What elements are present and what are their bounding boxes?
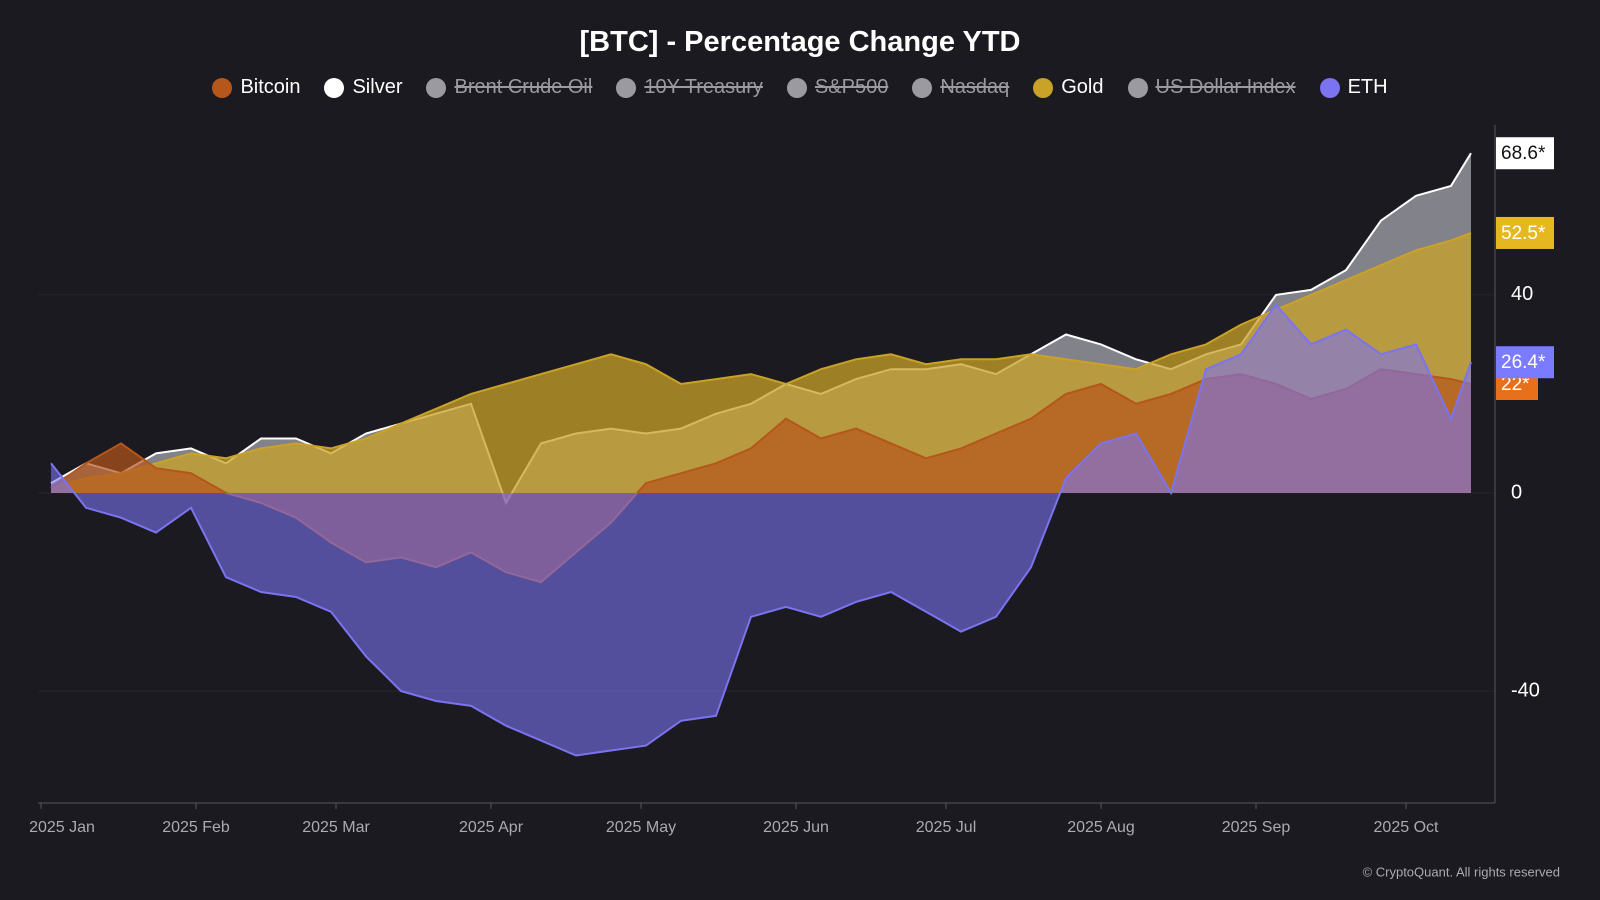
value-tag-label: 22* [1501, 374, 1530, 395]
legend-dot [1127, 77, 1148, 98]
legend-item[interactable]: Brent Crude Oil [426, 76, 592, 99]
legend-item[interactable]: Bitcoin [212, 76, 300, 99]
legend-dot [912, 77, 933, 98]
legend-label: 10Y Treasury [644, 76, 763, 98]
legend-label: Gold [1061, 76, 1104, 98]
series-line [50, 232, 1472, 489]
legend-item[interactable]: ETH [1319, 76, 1388, 99]
legend-label: S&P500 [814, 76, 889, 98]
value-tag-label: 26.4* [1501, 352, 1546, 373]
legend-item[interactable]: Silver [324, 76, 402, 99]
x-tick-label: 2025 Jan [29, 819, 95, 836]
legend-label: Silver [352, 76, 403, 98]
area-fill [51, 304, 1471, 756]
legend-item[interactable]: S&P500 [786, 76, 889, 99]
value-tag [1496, 216, 1554, 249]
x-tick-label: 2025 Apr [459, 819, 524, 836]
legend-label: US Dollar Index [1155, 76, 1296, 98]
legend-dot [426, 77, 447, 98]
legend-item[interactable]: Gold [1033, 76, 1104, 99]
legend-dot [616, 77, 637, 98]
legend-label: Nasdaq [940, 76, 1010, 98]
x-tick-label: 2025 Sep [1222, 819, 1291, 836]
series-line [50, 303, 1472, 757]
x-tick-label: 2025 Jun [763, 819, 829, 836]
x-tick-label: 2025 Oct [1374, 819, 1439, 836]
x-tick-label: 2025 Mar [302, 819, 370, 836]
y-tick-label: 0 [1511, 481, 1522, 503]
value-tag [1496, 137, 1554, 170]
legend-dot [324, 77, 345, 98]
value-tag [1496, 346, 1554, 379]
credit: © CryptoQuant. All rights reserved [1363, 864, 1560, 879]
value-tag-label: 68.6* [1501, 143, 1546, 164]
x-tick-label: 2025 Jul [916, 819, 977, 836]
legend-label: Bitcoin [240, 76, 301, 98]
legend-item[interactable]: US Dollar Index [1127, 76, 1296, 99]
y-tick-label: 40 [1511, 283, 1533, 305]
legend-dot [786, 77, 807, 98]
legend-item[interactable]: Nasdaq [912, 76, 1009, 99]
legend: Bitcoin Silver Brent Crude Oil 10Y Treasury… [0, 76, 1600, 99]
x-tick-label: 2025 Feb [162, 819, 230, 836]
legend-dot [1033, 77, 1054, 98]
x-tick-label: 2025 Aug [1067, 819, 1135, 836]
legend-dot [212, 77, 233, 98]
legend-item[interactable]: 10Y Treasury [616, 76, 763, 99]
value-tag-label: 52.5* [1501, 223, 1546, 244]
legend-label: ETH [1347, 76, 1388, 98]
y-tick-label: -40 [1511, 679, 1540, 701]
chart-title: [BTC] - Percentage Change YTD [579, 26, 1021, 58]
legend-dot [1319, 77, 1340, 98]
x-tick-label: 2025 May [606, 819, 676, 836]
legend-label: Brent Crude Oil [454, 76, 593, 98]
